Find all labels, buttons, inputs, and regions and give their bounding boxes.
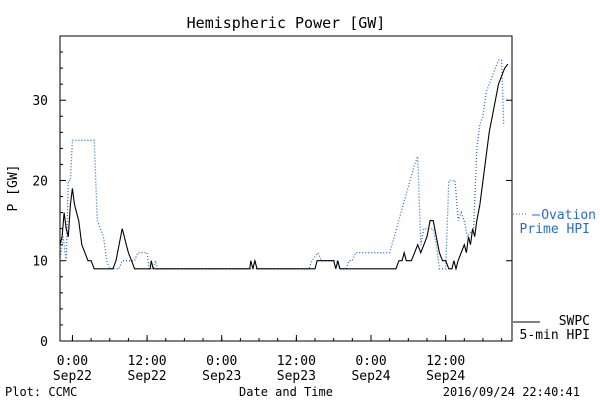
y-tick-label: 20	[32, 174, 48, 189]
footer-plot-credit: Plot: CCMC	[5, 385, 77, 399]
x-tick-label: 0:00 Sep24	[351, 354, 390, 384]
y-tick-label: 0	[40, 335, 48, 350]
legend-ovation: Ovation Prime HPI	[513, 208, 596, 237]
legend-ovation-label-line2: Prime HPI	[520, 222, 590, 237]
y-axis-ticks: 0 10 20 30	[32, 51, 512, 350]
footer-timestamp: 2016/09/24 22:40:41	[443, 385, 580, 399]
x-tick-label: 12:00 Sep22	[128, 354, 167, 384]
x-tick-label: 12:00 Sep23	[277, 354, 316, 384]
y-tick-label: 30	[32, 94, 48, 109]
x-tick-label: 0:00 Sep22	[53, 354, 92, 384]
series-layer	[59, 59, 509, 271]
y-tick-label: 10	[32, 255, 48, 270]
x-tick-label: 12:00 Sep24	[426, 354, 465, 384]
legend: Ovation Prime HPI SWPC 5-min HPI	[513, 208, 596, 343]
x-tick-label: 0:00 Sep23	[202, 354, 241, 384]
plot-frame	[59, 35, 513, 342]
legend-ovation-label-line1: Ovation	[541, 208, 596, 223]
series-line-ovation	[59, 59, 505, 270]
y-axis-label: P [GW]	[6, 165, 21, 212]
chart-title: Hemispheric Power [GW]	[187, 14, 386, 32]
legend-swpc-label-line2: 5-min HPI	[520, 328, 590, 343]
legend-swpc-label-line1: SWPC	[559, 314, 590, 329]
x-axis-label: Date and Time	[239, 385, 333, 399]
legend-swpc: SWPC 5-min HPI	[513, 314, 590, 343]
series-line-swpc	[59, 63, 509, 271]
x-axis-ticks: 0:00 Sep22 12:00 Sep22 0:00 Sep23 12:00 Sep23 0:…	[53, 335, 503, 384]
